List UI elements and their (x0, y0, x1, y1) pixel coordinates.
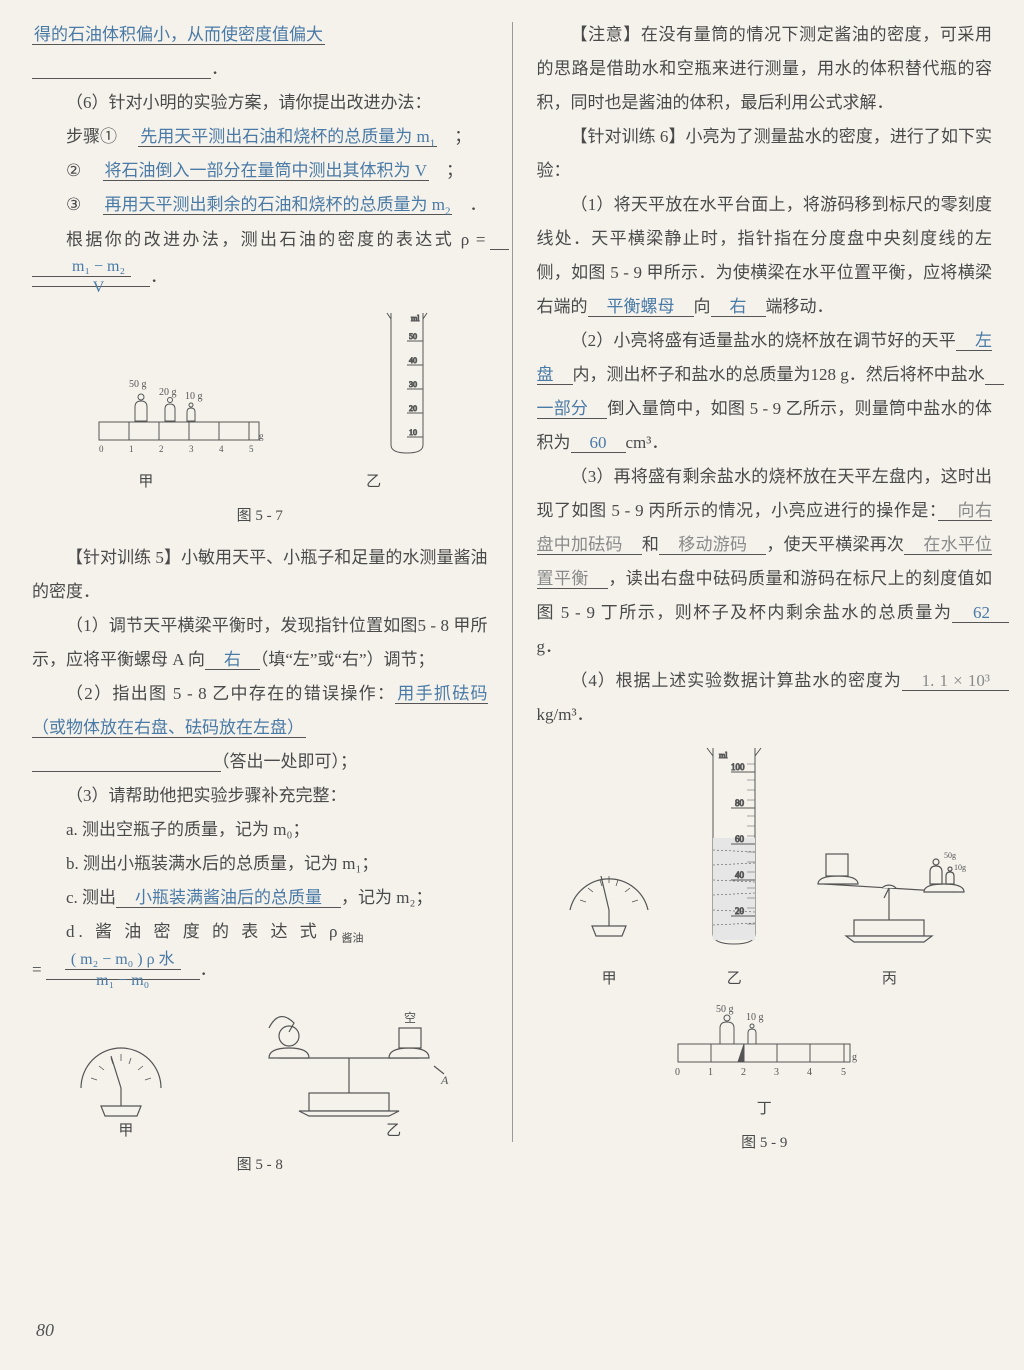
svg-text:空: 空 (404, 1011, 416, 1025)
svg-text:50: 50 (409, 332, 417, 341)
figure-5-9-row1: 甲 20 40 (537, 740, 993, 994)
svg-text:40: 40 (409, 356, 417, 365)
q6: （6）针对小明的实验方案，请你提出改进办法： (32, 86, 488, 120)
fig58-caption: 图 5 - 8 (32, 1150, 488, 1180)
svg-text:3: 3 (774, 1067, 779, 1078)
fig57-caption: 图 5 - 7 (32, 501, 488, 531)
svg-text:30: 30 (409, 380, 417, 389)
balance-yi-svg: 空 A (239, 998, 459, 1118)
density-fraction: m₁ − m₂V (32, 257, 131, 300)
figure-5-9-ding: 012 345 g 50 g10 g 丁 图 5 - 9 (537, 1000, 993, 1158)
svg-text:2: 2 (741, 1067, 746, 1078)
ex6-title: 【针对训练 6】 (571, 127, 686, 146)
svg-text:20: 20 (735, 906, 745, 916)
svg-text:ml: ml (719, 751, 728, 760)
svg-text:20 g: 20 g (159, 387, 177, 398)
svg-text:0: 0 (99, 444, 104, 454)
figure-5-7: 0 1 2 3 4 5 g (32, 307, 488, 469)
svg-text:20: 20 (409, 404, 417, 413)
svg-text:g: g (852, 1052, 857, 1063)
figure-5-8: 空 A (32, 998, 488, 1118)
fig59-bing-svg: 50g10g (804, 840, 974, 950)
svg-text:10: 10 (409, 428, 417, 437)
svg-text:5: 5 (841, 1067, 846, 1078)
svg-text:ml: ml (411, 314, 420, 323)
svg-text:1: 1 (708, 1067, 713, 1078)
svg-text:2: 2 (159, 444, 164, 454)
ruler-ding-svg: 0 1 2 3 4 5 g 50 g 10 g (664, 1000, 864, 1080)
svg-text:4: 4 (219, 444, 224, 454)
note-title: 【注意】 (571, 25, 641, 44)
ex5-title: 【针对训练 5】 (66, 548, 181, 567)
svg-text:60: 60 (735, 834, 745, 844)
cylinder-yi-svg: 10 20 30 40 50 ml (383, 307, 431, 457)
ans-text: 得的石油体积偏小，从而使密度值偏大 (32, 25, 325, 45)
svg-text:5: 5 (249, 444, 254, 454)
svg-text:40: 40 (735, 870, 745, 880)
fig59-caption: 图 5 - 9 (537, 1128, 993, 1158)
page-number: 80 (36, 1312, 54, 1348)
column-divider (512, 22, 513, 1142)
svg-text:50g: 50g (944, 851, 956, 860)
svg-text:1: 1 (129, 444, 134, 454)
soy-density-fraction: ( m₂ − m₀ ) ρ 水m₁ − m₀ (65, 950, 181, 993)
svg-text:50 g: 50 g (716, 1004, 734, 1015)
blank-line (32, 59, 211, 79)
svg-text:50 g: 50 g (129, 379, 147, 390)
svg-text:0: 0 (675, 1067, 680, 1078)
svg-text:4: 4 (807, 1067, 812, 1078)
fig59-jia-svg (554, 850, 664, 950)
svg-text:10 g: 10 g (746, 1012, 764, 1023)
svg-text:10 g: 10 g (185, 391, 203, 402)
balance-dial-svg (61, 1028, 181, 1118)
right-column: 【注意】在没有量筒的情况下测定酱油的密度，可采用的思路是借助水和空瓶来进行测量，… (537, 18, 993, 1190)
svg-text:100: 100 (731, 762, 745, 772)
ruler-jia-svg: 0 1 2 3 4 5 g (89, 367, 269, 457)
fig59-yi-svg: 20 40 60 80 100 ml (699, 740, 769, 950)
svg-text:A: A (440, 1073, 449, 1087)
svg-text:3: 3 (189, 444, 194, 454)
left-column: 得的石油体积偏小，从而使密度值偏大 ． （6）针对小明的实验方案，请你提出改进办… (32, 18, 488, 1190)
svg-text:g: g (259, 431, 264, 441)
svg-text:10g: 10g (954, 863, 966, 872)
svg-text:80: 80 (735, 798, 745, 808)
